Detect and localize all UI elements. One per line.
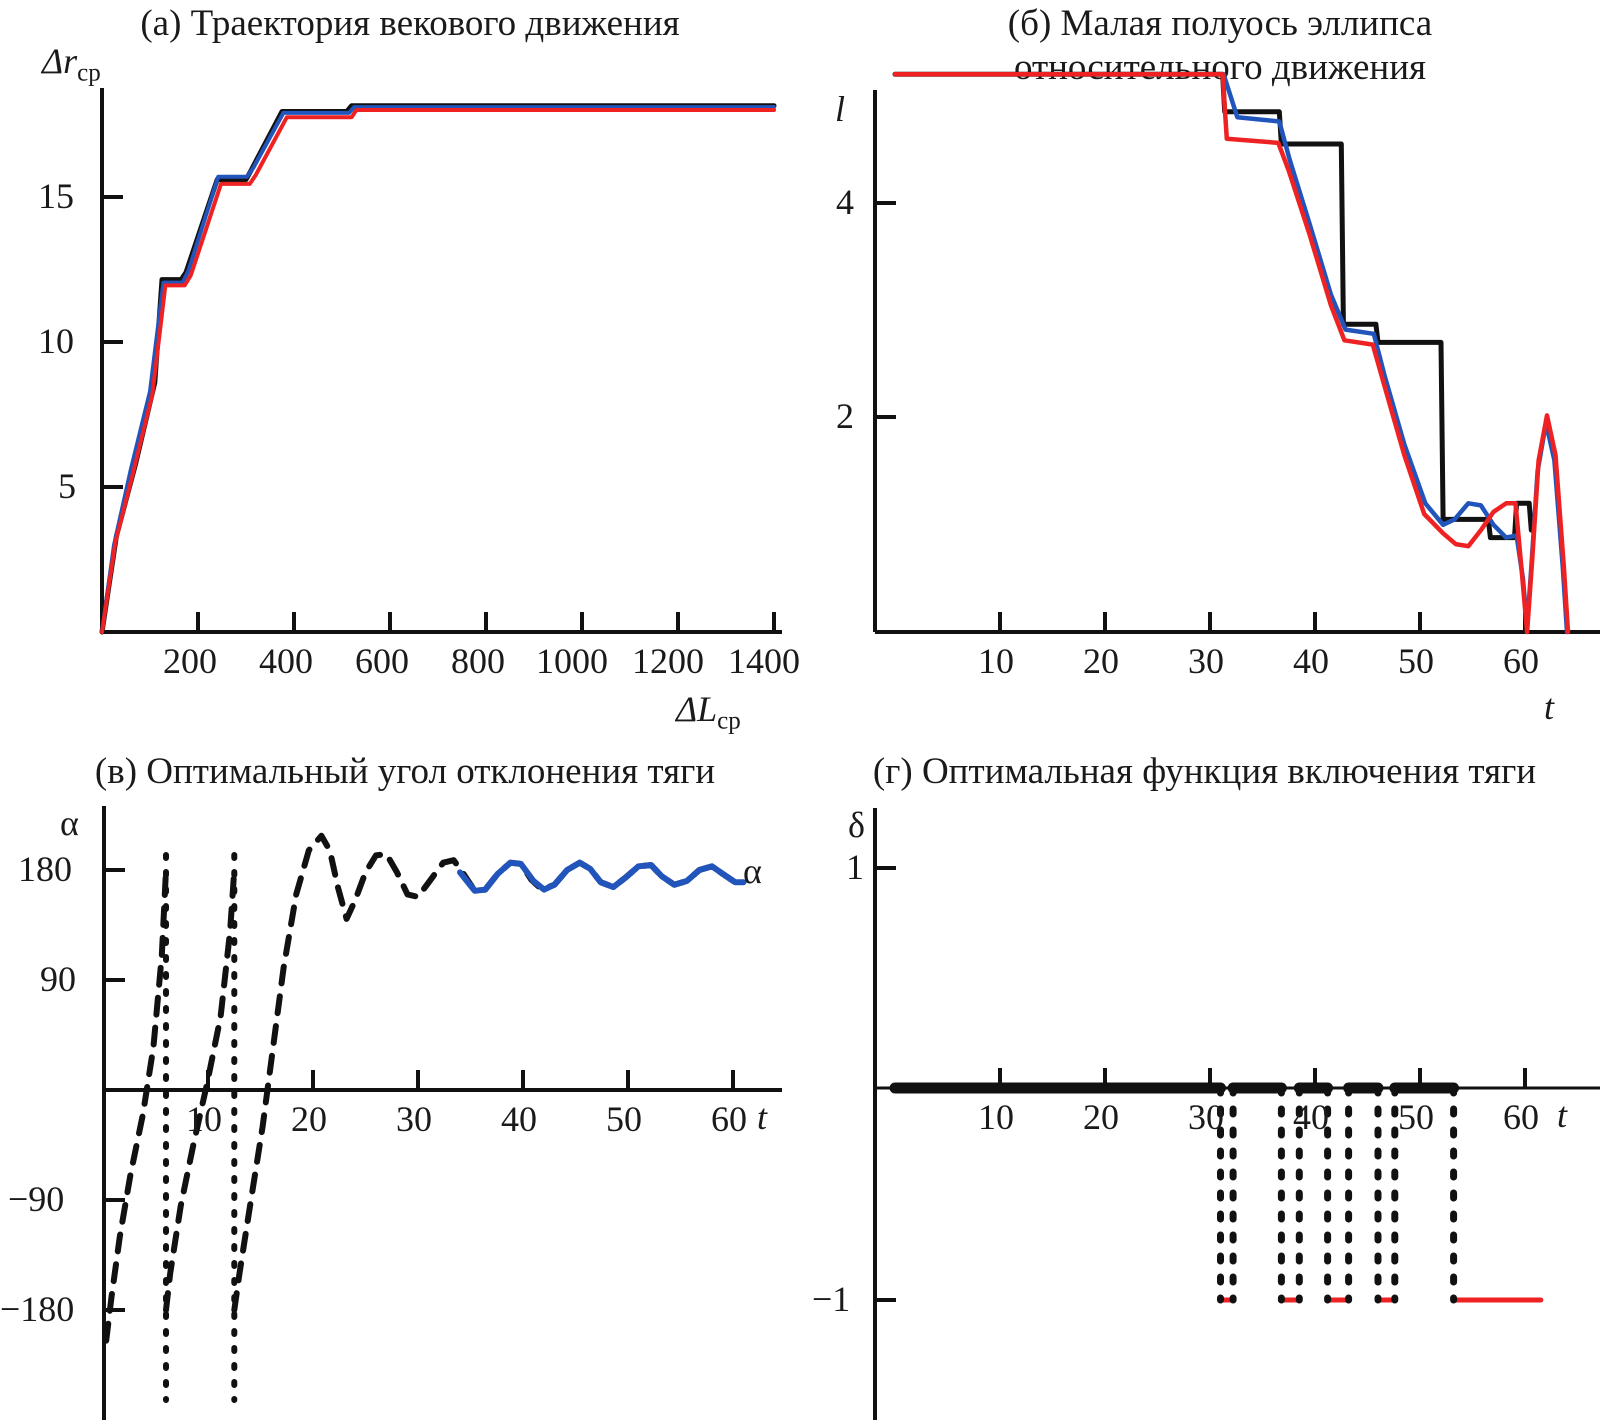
panel-a-xtick-400: 400 [259, 641, 313, 681]
panel-a-xtick-1000: 1000 [536, 641, 608, 681]
panel-c: (в) Оптимальный угол отклонения тяги α 1… [0, 740, 800, 1427]
panel-a-title: (а) Траектория векового движения [140, 3, 680, 44]
panel-b-xtick-marks [998, 612, 1527, 632]
panel-b-black-reference [892, 71, 1534, 541]
panel-a-ytick-15: 15 [38, 176, 74, 216]
panel-b-plot [873, 71, 1600, 635]
panel-a-ytick-10: 10 [38, 321, 74, 361]
panel-c-plot [102, 806, 782, 1420]
panel-a-blue-trajectory [100, 105, 776, 634]
panel-a-xlabel-text: ΔL [676, 689, 718, 729]
panel-d: (г) Оптимальная функция включения тяги δ… [800, 740, 1609, 1427]
panel-c-xlabel: t [757, 1097, 768, 1137]
panel-b-ytick-marks [875, 201, 896, 419]
panel-b-xtick-50: 50 [1398, 641, 1434, 681]
panel-a-xtick-600: 600 [355, 641, 409, 681]
panel-d-xlabel: t [1557, 1095, 1568, 1135]
panel-d-title: (г) Оптимальная функция включения тяги [872, 751, 1537, 792]
panel-b-xtick-60: 60 [1503, 641, 1539, 681]
panel-c-ytick-neg180: −180 [0, 1289, 75, 1329]
panel-a-xlabel-sub: ср [717, 707, 741, 735]
panel-c-xtick-30: 30 [396, 1099, 432, 1139]
panel-b-ytick-2: 2 [836, 396, 854, 436]
panel-d-series-group [889, 1082, 1544, 1304]
panel-a-xtick-marks [196, 612, 776, 632]
panel-d-xtick-20: 20 [1083, 1097, 1119, 1137]
panel-c-title: (в) Оптимальный угол отклонения тяги [94, 751, 716, 792]
panel-a-ytick-5: 5 [58, 466, 76, 506]
panel-c-xtick-50: 50 [606, 1099, 642, 1139]
panel-b-xlabel: t [1544, 687, 1555, 727]
panel-d-xtick-60: 60 [1503, 1097, 1539, 1137]
panel-c-dashed-angle-2 [231, 832, 747, 1313]
panel-a-series-group [99, 103, 777, 635]
panel-a-ytick-marks [102, 195, 123, 489]
panel-b-ylabel: l [835, 89, 846, 129]
panel-b-xtick-30: 30 [1188, 641, 1224, 681]
panel-c-curve-label: α [743, 851, 762, 891]
panel-a-xtick-1200: 1200 [632, 641, 704, 681]
panel-c-xtick-10: 10 [186, 1099, 222, 1139]
panel-c-xtick-40: 40 [501, 1099, 537, 1139]
panel-a: (а) Траектория векового движения Δrср [0, 0, 800, 740]
panel-b-red-curve [892, 72, 1571, 635]
panel-c-ytick-180: 180 [18, 849, 72, 889]
panel-a-xlabel: ΔLср [676, 688, 741, 736]
panel-a-black-reference [99, 103, 777, 635]
panel-c-series-group [103, 832, 747, 1403]
panel-c-dashed-angle-1 [163, 867, 238, 1313]
panel-a-ylabel: Δrср [42, 40, 101, 88]
panel-a-xtick-200: 200 [163, 641, 217, 681]
panel-a-plot [99, 88, 782, 635]
panel-c-xtick-20: 20 [291, 1099, 327, 1139]
panel-d-xtick-40: 40 [1293, 1097, 1329, 1137]
panel-b-series-group [892, 71, 1571, 635]
panel-c-xtick-60: 60 [711, 1099, 747, 1139]
panel-b: (б) Малая полуось эллипса относительного… [800, 0, 1609, 740]
panel-b-xtick-10: 10 [978, 641, 1014, 681]
panel-d-ylabel: δ [848, 805, 865, 845]
panel-d-xtick-30: 30 [1188, 1097, 1224, 1137]
panel-c-ytick-neg90: −90 [8, 1179, 65, 1219]
panel-a-xtick-800: 800 [451, 641, 505, 681]
panel-c-ytick-90: 90 [40, 959, 76, 999]
panel-d-ytick-marks [875, 866, 896, 1302]
panel-d-plot [873, 808, 1600, 1420]
panel-a-ylabel-sub: ср [77, 59, 101, 87]
panel-b-xtick-20: 20 [1083, 641, 1119, 681]
panel-d-xtick-10: 10 [978, 1097, 1014, 1137]
panel-a-ylabel-text: Δr [42, 41, 78, 81]
panel-c-dashed-angle-0 [103, 867, 169, 1344]
panel-c-xtick-marks [206, 1070, 735, 1090]
panel-d-ytick-1: 1 [846, 847, 864, 887]
panel-a-xtick-1400: 1400 [728, 641, 800, 681]
panel-b-xtick-40: 40 [1293, 641, 1329, 681]
panel-b-ytick-4: 4 [836, 182, 854, 222]
panel-b-blue-curve [892, 72, 1570, 635]
panel-c-ylabel: α [60, 803, 79, 843]
panel-d-xtick-50: 50 [1398, 1097, 1434, 1137]
panel-b-title: (б) Малая полуось эллипса относительного… [1007, 3, 1433, 88]
panel-c-blue-angle-0 [457, 859, 747, 894]
panel-a-red-trajectory [100, 108, 776, 634]
panel-d-ytick-neg1: −1 [812, 1279, 851, 1319]
